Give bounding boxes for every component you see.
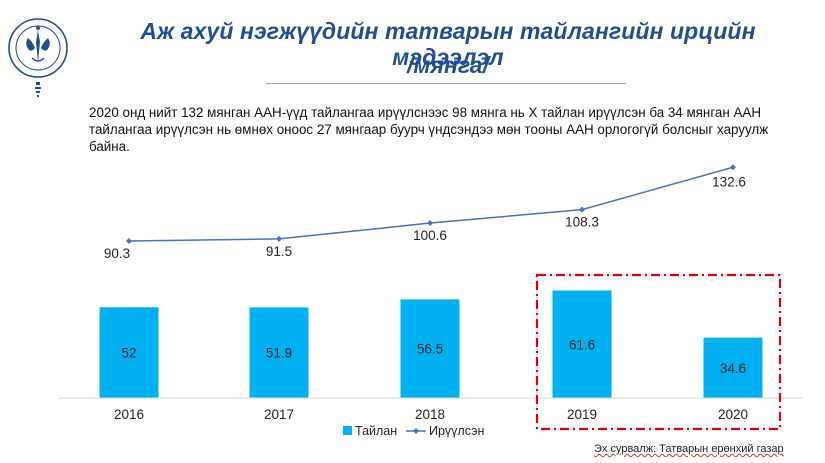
legend-marker-line xyxy=(413,428,419,434)
bar-value-label: 56.5 xyxy=(417,342,443,357)
x-tick-label: 2020 xyxy=(718,407,748,422)
bar-2017 xyxy=(249,307,309,398)
chart-legend: Тайлан Ирүүлсэн xyxy=(343,424,484,438)
page-subtitle: /мянга/ xyxy=(407,52,489,78)
line-value-label: 100.6 xyxy=(413,228,447,243)
line-value-label: 90.3 xyxy=(104,246,130,261)
bar-2020 xyxy=(703,337,763,398)
line-value-label: 132.6 xyxy=(712,174,746,189)
bars-layer: 52 51.9 56.5 61.6 34.6 xyxy=(99,290,763,398)
legend-label-line: Ирүүлсэн xyxy=(429,424,484,438)
bar-2018 xyxy=(400,299,460,398)
x-tick-label: 2016 xyxy=(114,407,144,422)
category-axis: 2016 2017 2018 2019 2020 xyxy=(58,397,803,422)
line-point-2019 xyxy=(579,206,585,213)
legend-label-bar: Тайлан xyxy=(355,424,397,438)
title-divider xyxy=(266,83,626,84)
line-value-label: 91.5 xyxy=(266,244,292,259)
highlight-box xyxy=(535,273,782,431)
x-tick-label: 2017 xyxy=(264,407,294,422)
intro-paragraph: 2020 онд нийт 132 мянган ААН-үүд тайланг… xyxy=(89,105,769,154)
bar-value-label: 34.6 xyxy=(720,361,746,376)
line-point-2020 xyxy=(730,164,736,171)
bar-2016 xyxy=(99,307,159,398)
x-tick-label: 2018 xyxy=(415,407,445,422)
bar-value-label: 61.6 xyxy=(569,337,595,352)
logo-seal-icon xyxy=(8,18,68,97)
source-note: Эх сурвалж: Татварын ерөнхий газар xyxy=(594,443,784,455)
bar-value-label: 51.9 xyxy=(266,346,292,361)
legend-swatch-bar xyxy=(343,426,352,435)
page-title: Аж ахуй нэгжүүдийн татварын тайлангийн и… xyxy=(140,18,756,70)
line-point-2018 xyxy=(427,220,433,227)
line-layer: 90.3 91.5 100.6 108.3 132.6 xyxy=(104,164,746,261)
line-value-label: 108.3 xyxy=(565,215,599,230)
line-point-2017 xyxy=(276,235,282,242)
bar-value-label: 52 xyxy=(121,346,136,361)
line-point-2016 xyxy=(126,238,132,244)
x-tick-label: 2019 xyxy=(567,407,597,422)
bar-2019 xyxy=(552,290,612,398)
